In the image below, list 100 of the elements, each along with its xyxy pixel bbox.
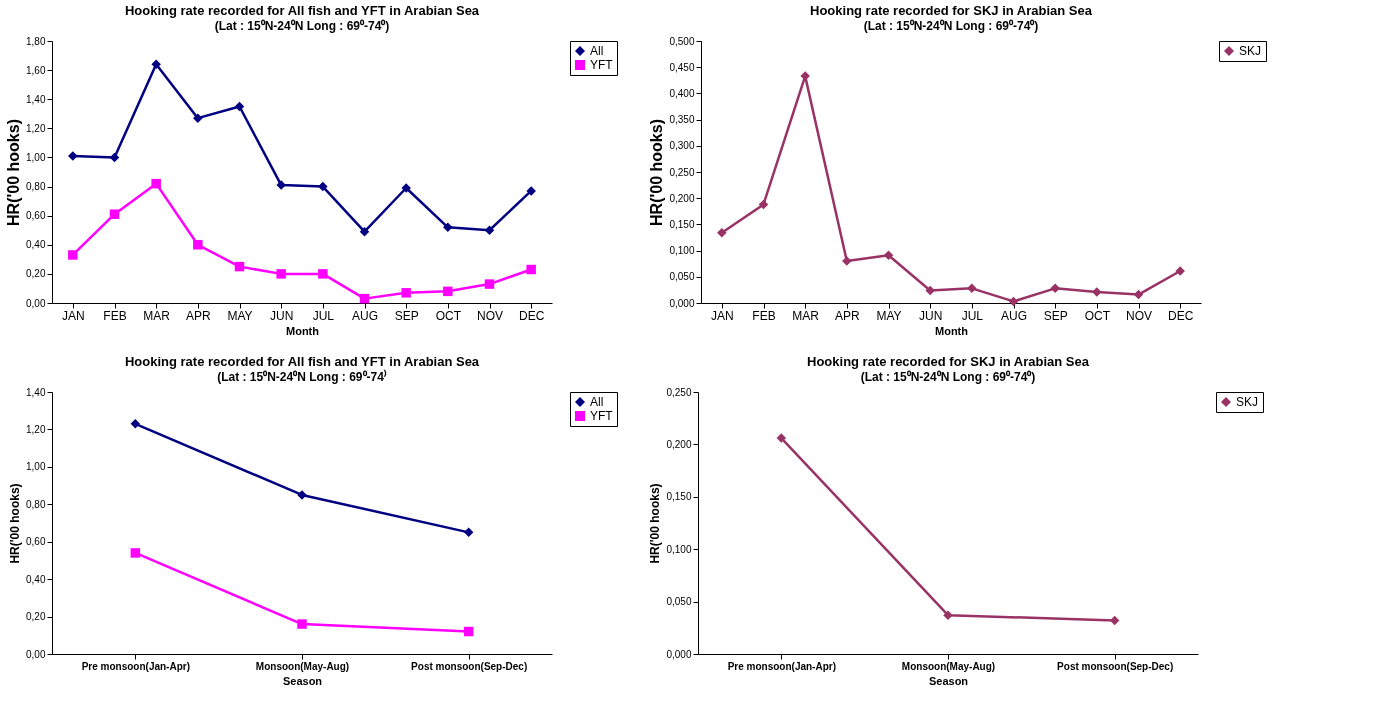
y-tick-label: 0,40 xyxy=(26,573,46,585)
x-tick-label: MAR xyxy=(792,308,820,323)
y-tick-label: 0,200 xyxy=(666,438,692,450)
chart-title: Hooking rate recorded for All fish and YFT in Arabian Sea xyxy=(124,354,480,369)
x-tick-label: SEP xyxy=(1043,308,1068,323)
point xyxy=(193,113,203,123)
point xyxy=(443,286,453,297)
y-tick-label: 0,150 xyxy=(666,491,692,503)
chart-title: Hooking rate recorded for All fish and YFT in Arabian Sea xyxy=(124,3,480,18)
legend-label: All xyxy=(590,395,604,409)
y-tick-label: 0,00 xyxy=(26,648,46,660)
point xyxy=(401,288,411,298)
y-tick-label: 0,40 xyxy=(26,239,46,251)
y-tick-label: 0,000 xyxy=(669,297,695,309)
point xyxy=(463,626,474,637)
x-tick-label: NOV xyxy=(1125,308,1153,323)
y-tick-label: 0,250 xyxy=(666,386,692,398)
x-tick-label: APR xyxy=(834,308,860,323)
y-axis-title: HR('00 hooks) xyxy=(8,483,23,564)
y-tick-label: 0,60 xyxy=(26,536,46,548)
legend-label: SKJ xyxy=(1239,44,1262,58)
y-tick-label: 0,350 xyxy=(669,114,695,126)
x-tick-label: JUL xyxy=(961,308,984,323)
point xyxy=(758,199,769,210)
point xyxy=(109,209,120,219)
point xyxy=(883,250,894,261)
legend-label: SKJ xyxy=(1236,395,1259,409)
point xyxy=(484,279,495,289)
x-tick-label: Post monsoon(Sep-Dec) xyxy=(411,660,528,672)
point xyxy=(193,240,203,250)
y-axis-title: HR('00 hooks) xyxy=(5,119,23,226)
y-tick-label: 0,450 xyxy=(669,61,695,73)
y-tick-label: 0,150 xyxy=(669,218,695,230)
x-tick-label: Pre monsoon(Jan-Apr) xyxy=(81,660,191,672)
x-tick-label: OCT xyxy=(1084,308,1111,323)
y-tick-label: 0,050 xyxy=(669,271,695,283)
x-tick-label: MAY xyxy=(876,308,902,323)
point xyxy=(130,419,141,429)
point xyxy=(234,261,245,272)
x-tick-label: Monsoon(May-Aug) xyxy=(255,660,350,672)
x-tick-label: JAN xyxy=(711,308,734,323)
y-tick-label: 0,20 xyxy=(26,268,46,280)
point xyxy=(151,178,161,189)
point xyxy=(776,433,787,443)
y-tick-label: 0,00 xyxy=(26,297,46,309)
y-tick-label: 0,100 xyxy=(666,543,692,555)
legend-label: YFT xyxy=(590,409,614,423)
y-tick-label: 0,20 xyxy=(26,611,46,623)
x-tick-label: SEP xyxy=(394,308,419,323)
y-tick-label: 0,300 xyxy=(669,140,695,152)
y-tick-label: 0,100 xyxy=(669,245,695,257)
x-tick-label: DEC xyxy=(1167,308,1194,323)
x-tick-label: JAN xyxy=(62,308,85,323)
x-tick-label: DEC xyxy=(518,308,545,323)
y-tick-label: 0,250 xyxy=(669,166,695,178)
x-axis-title: Month xyxy=(935,324,969,337)
x-tick-label: MAR xyxy=(143,308,171,323)
x-tick-label: MAY xyxy=(227,308,253,323)
x-tick-label: NOV xyxy=(476,308,504,323)
point xyxy=(109,152,120,163)
legend-label: YFT xyxy=(590,58,614,72)
y-tick-label: 0,80 xyxy=(26,181,46,193)
point xyxy=(443,222,453,233)
y-tick-label: 0,80 xyxy=(26,498,46,510)
y-axis-title: HR('00 hooks) xyxy=(648,483,663,564)
point xyxy=(68,250,78,260)
chart-subtitle: (Lat : 15⁰N-24⁰N Long : 69⁰-74⁰) xyxy=(863,19,1039,33)
y-tick-label: 1,00 xyxy=(26,461,46,473)
x-tick-label: FEB xyxy=(752,308,776,323)
point xyxy=(234,101,245,112)
y-tick-label: 0,200 xyxy=(669,192,695,204)
x-tick-label: APR xyxy=(185,308,211,323)
y-tick-label: 0,500 xyxy=(669,35,695,47)
y-tick-label: 1,80 xyxy=(26,35,46,47)
chart-subtitle: (Lat : 15⁰N-24⁰N Long : 69⁰-74⁾ xyxy=(217,369,387,384)
chart-title: Hooking rate recorded for SKJ in Arabian Sea xyxy=(810,3,1093,18)
point xyxy=(318,269,328,279)
x-axis-title: Month xyxy=(286,324,320,337)
y-axis-title: HR('00 hooks) xyxy=(648,119,666,226)
x-tick-label: Post monsoon(Sep-Dec) xyxy=(1057,660,1174,672)
y-tick-label: 1,20 xyxy=(26,423,46,435)
chart-title: Hooking rate recorded for SKJ in Arabian Sea xyxy=(807,354,1090,369)
point xyxy=(151,59,161,70)
point xyxy=(967,283,977,294)
point xyxy=(359,293,370,304)
x-tick-label: JUN xyxy=(269,308,294,323)
point xyxy=(297,619,307,629)
x-tick-label: AUG xyxy=(351,308,379,323)
y-tick-label: 0,60 xyxy=(26,210,46,222)
x-tick-label: JUL xyxy=(312,308,335,323)
x-axis-title: Season xyxy=(928,674,969,687)
point xyxy=(1008,296,1019,307)
y-tick-label: 1,40 xyxy=(26,386,46,398)
point xyxy=(1050,283,1060,294)
y-tick-label: 0,000 xyxy=(666,648,692,660)
x-tick-label: Pre monsoon(Jan-Apr) xyxy=(727,660,837,672)
point xyxy=(717,228,727,238)
chart-subtitle: (Lat : 15⁰N-24⁰N Long : 69⁰-74⁰) xyxy=(860,370,1036,384)
chart-subtitle: (Lat : 15⁰N-24⁰N Long : 69⁰-74⁰) xyxy=(214,19,390,33)
point xyxy=(359,226,370,237)
